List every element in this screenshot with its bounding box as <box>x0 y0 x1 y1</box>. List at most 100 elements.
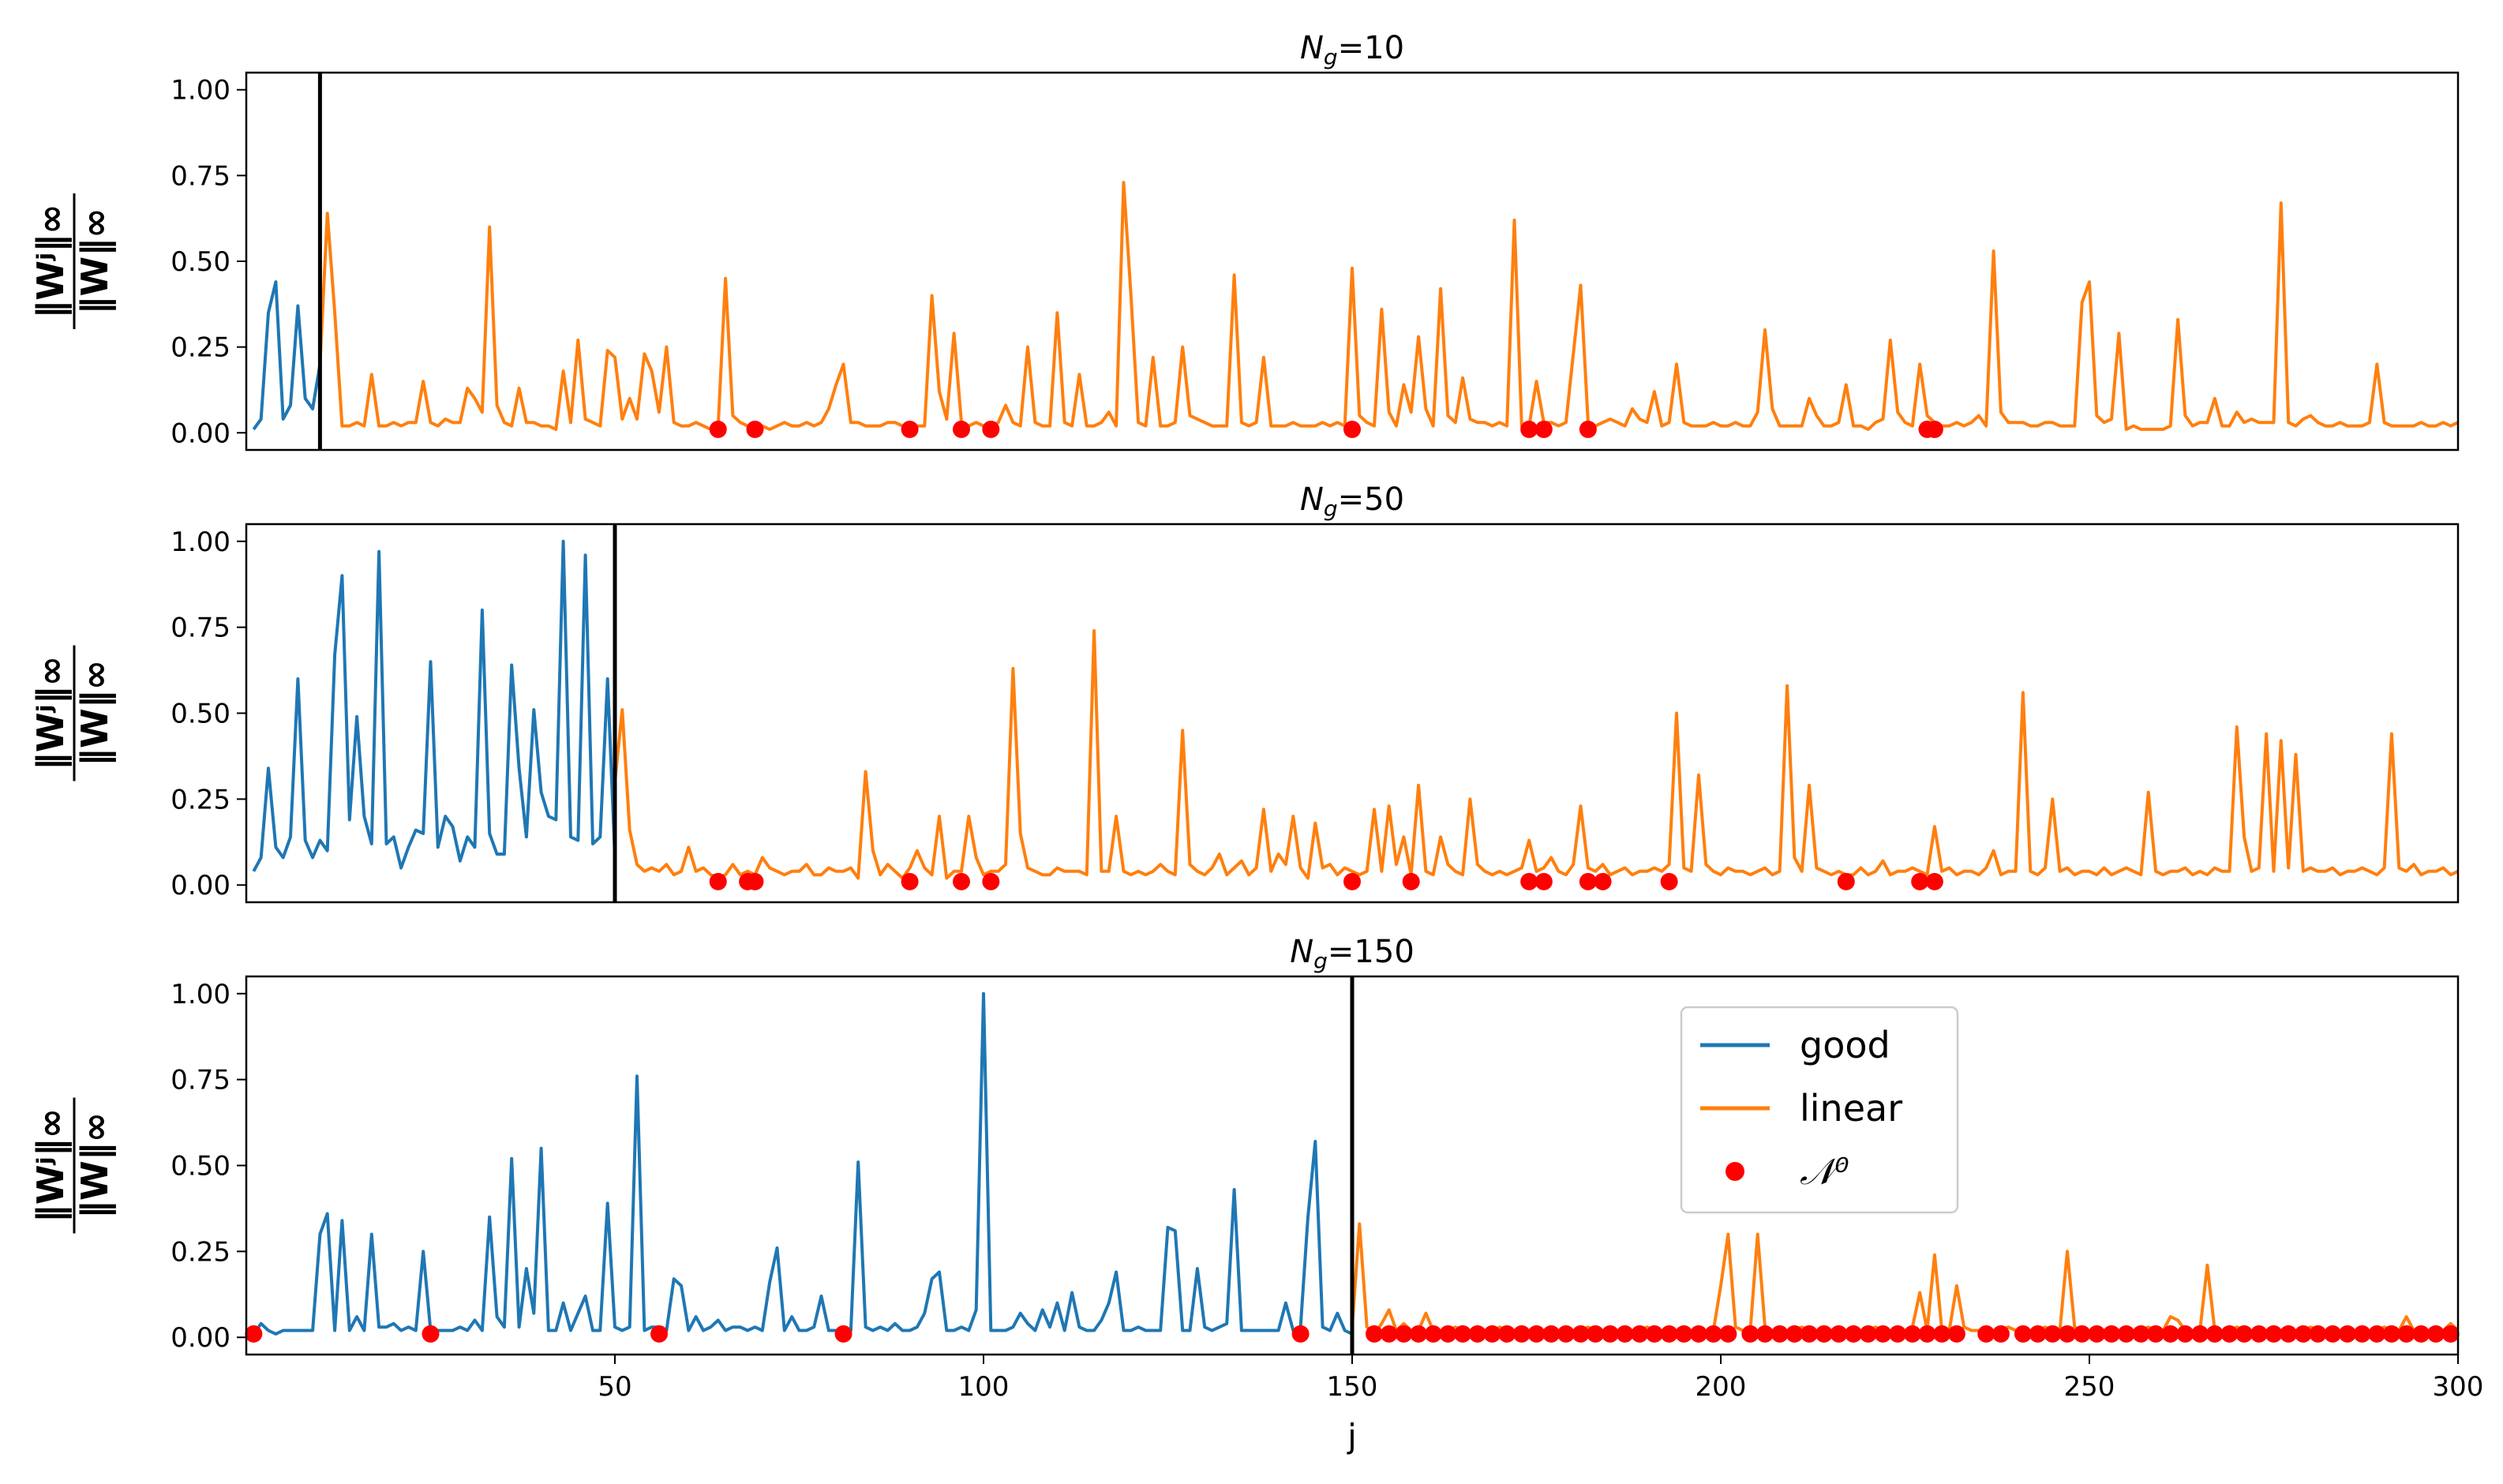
n0-point <box>2029 1325 2047 1343</box>
y-tick-label: 1.00 <box>170 75 230 107</box>
n0-point <box>2205 1325 2224 1343</box>
y-tick-label: 0.25 <box>170 332 230 364</box>
n0-point <box>746 872 764 890</box>
n0-point <box>2073 1325 2091 1343</box>
n0-point <box>422 1325 440 1343</box>
y-axis-label: ‖Wʲ‖∞ ‖W‖∞ <box>29 645 117 781</box>
n0-point <box>2353 1325 2371 1343</box>
n0-point <box>2280 1325 2298 1343</box>
n0-point <box>746 420 764 438</box>
n0-point <box>1859 1325 1877 1343</box>
x-tick-label: 250 <box>2064 1371 2115 1403</box>
n0-point <box>1903 1325 1921 1343</box>
n0-point <box>1343 872 1361 890</box>
title-variable: N <box>1300 482 1324 518</box>
n0-point <box>1889 1325 1907 1343</box>
title-subscript: g <box>1313 948 1328 974</box>
n0-point <box>2309 1325 2327 1343</box>
y-tick-label: 0.75 <box>170 160 230 192</box>
n0-point <box>1594 872 1612 890</box>
n0-point <box>1704 1325 1722 1343</box>
x-tick-label: 100 <box>958 1371 1010 1403</box>
n0-point <box>1631 1325 1649 1343</box>
n0-point <box>1785 1325 1804 1343</box>
n0-point <box>2235 1325 2254 1343</box>
title-variable: N <box>1290 934 1313 970</box>
y-tick-label: 0.50 <box>170 699 230 730</box>
panel-title: Ng=50 <box>1300 482 1404 522</box>
n0-point <box>1675 1325 1693 1343</box>
n0-point <box>2265 1325 2283 1343</box>
y-tick-label: 0.25 <box>170 1236 230 1268</box>
y-label-numerator: ‖Wʲ‖∞ <box>29 656 73 770</box>
n0-point <box>1534 420 1553 438</box>
series-linear-line <box>613 629 2459 880</box>
n0-point <box>1439 1325 1457 1343</box>
x-tick-label: 50 <box>598 1371 631 1403</box>
axes-frame <box>245 71 2460 452</box>
n0-point <box>1660 1325 1678 1343</box>
n0-point <box>2426 1325 2445 1343</box>
n0-point <box>1395 1325 1413 1343</box>
n0-point <box>1800 1325 1819 1343</box>
title-variable: N <box>1300 30 1324 66</box>
y-label-denominator: ‖W‖∞ <box>73 208 117 314</box>
n0-point <box>2324 1325 2342 1343</box>
y-label-numerator: ‖Wʲ‖∞ <box>29 204 73 318</box>
n0-point <box>1498 1325 1516 1343</box>
n0-point <box>1911 872 1929 890</box>
n0-point <box>1366 1325 1384 1343</box>
n0-point <box>1534 872 1553 890</box>
y-tick-label: 0.50 <box>170 246 230 278</box>
n0-point <box>1557 1325 1575 1343</box>
n0-point <box>1992 1325 2010 1343</box>
y-tick-label: 0.00 <box>170 418 230 449</box>
n0-point <box>1587 1325 1605 1343</box>
n0-point <box>2132 1325 2150 1343</box>
n0-point <box>952 420 970 438</box>
y-label-denominator: ‖W‖∞ <box>73 1112 117 1219</box>
panel-title: Ng=150 <box>1290 934 1414 974</box>
n0-point <box>1977 1325 1995 1343</box>
n0-point <box>1483 1325 1501 1343</box>
y-label-denominator: ‖W‖∞ <box>73 660 117 766</box>
n0-point <box>2014 1325 2032 1343</box>
legend-box <box>1680 1006 1959 1214</box>
panel-1: Ng=50 0.00 0.25 0.50 0.75 1.00 ‖Wʲ‖∞ ‖W‖∞ <box>29 482 2460 904</box>
n0-point <box>1741 1325 1759 1343</box>
n0-point <box>1660 872 1678 890</box>
n0-point <box>1874 1325 1892 1343</box>
n0-point <box>1933 1325 1951 1343</box>
n0-point <box>1756 1325 1774 1343</box>
n0-point <box>245 1325 263 1343</box>
n0-point <box>1830 1325 1848 1343</box>
n0-point <box>709 420 727 438</box>
n0-point <box>1719 1325 1737 1343</box>
x-axis-label: j <box>1347 1417 1357 1456</box>
legend: good linear 𝒩⁰ <box>1680 1006 1959 1214</box>
title-subscript: g <box>1324 44 1338 70</box>
n0-point <box>1512 1325 1531 1343</box>
x-tick-label: 150 <box>1327 1371 1378 1403</box>
title-value: =50 <box>1338 482 1404 518</box>
y-tick-label: 0.75 <box>170 1065 230 1096</box>
series-good-line <box>252 280 322 431</box>
n0-point <box>1402 872 1420 890</box>
n0-point <box>2441 1325 2460 1343</box>
n0-point <box>1837 872 1855 890</box>
y-tick-label: 0.75 <box>170 613 230 644</box>
n0-point <box>1925 872 1943 890</box>
n0-point <box>1542 1325 1561 1343</box>
n0-point <box>1520 420 1538 438</box>
n0-point <box>2058 1325 2076 1343</box>
n0-point <box>1845 1325 1863 1343</box>
n0-point <box>1454 1325 1472 1343</box>
n0-point <box>1616 1325 1634 1343</box>
n0-point <box>1579 420 1597 438</box>
n0-point <box>2250 1325 2268 1343</box>
n0-point <box>1410 1325 1428 1343</box>
n0-point <box>2368 1325 2386 1343</box>
n0-point <box>1601 1325 1619 1343</box>
